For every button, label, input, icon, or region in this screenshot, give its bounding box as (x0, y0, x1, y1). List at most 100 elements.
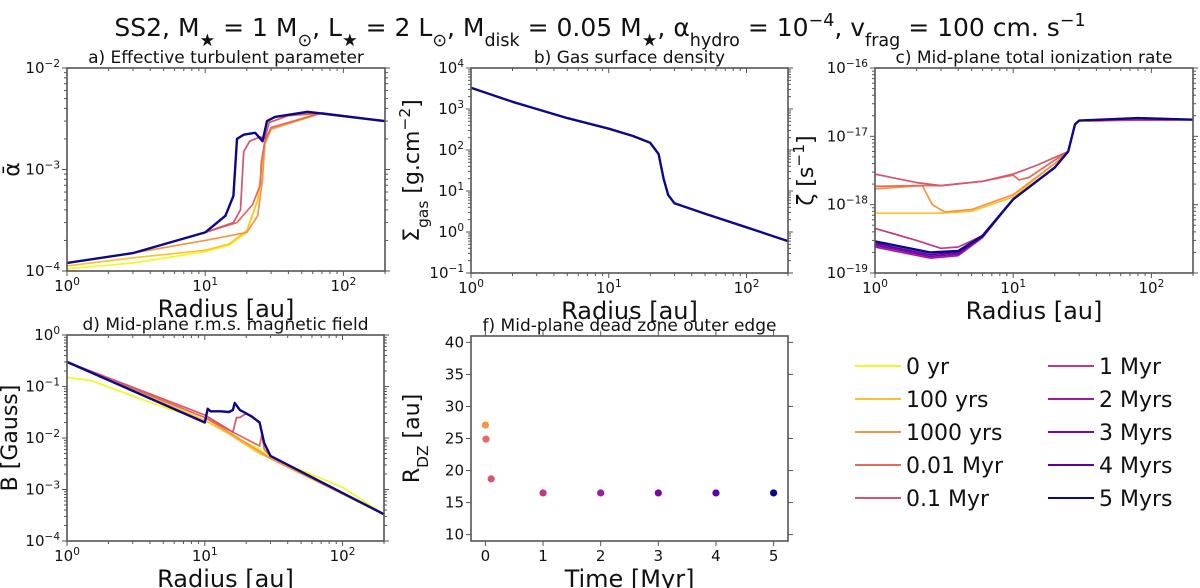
data-point-4-myrs (712, 489, 720, 497)
legend-label: 0 yr (906, 355, 950, 380)
data-point-2-myrs (597, 489, 605, 497)
y-tick-label: 15 (445, 494, 464, 512)
plot-area (67, 110, 385, 270)
y-tick-label: 20 (445, 462, 464, 480)
y-tick-label: 35 (445, 365, 464, 383)
legend-label: 0.01 Myr (906, 454, 1004, 479)
x-tick-label: 100 (862, 278, 888, 297)
axis-ticks (62, 334, 389, 546)
y-axis-label: ᾱ (0, 162, 25, 177)
y-tick-label: 10−1 (429, 263, 464, 282)
legend-item: 0 yr (855, 355, 950, 380)
x-tick-label: 1 (538, 547, 548, 565)
y-axis-label: RDZ [au] (400, 394, 432, 483)
y-tick-label: 10−3 (25, 160, 60, 179)
axes-frame (66, 334, 385, 542)
legend-label: 1 Myr (1099, 355, 1162, 380)
x-tick-label: 100 (54, 276, 80, 295)
axis-ticks (870, 67, 1198, 278)
legend-label: 2 Myrs (1099, 388, 1173, 413)
x-tick-label: 102 (331, 276, 357, 295)
y-axis-label: B [Gauss] (0, 385, 23, 492)
panel-title: f) Mid-plane dead zone outer edge (483, 316, 777, 336)
legend-item: 4 Myrs (1048, 454, 1173, 479)
x-tick-label: 100 (458, 278, 484, 297)
x-tick-label: 102 (330, 546, 356, 565)
series-line-5-myrs (471, 86, 788, 243)
legend-label: 1000 yrs (906, 421, 1003, 446)
x-tick-label: 0 (481, 547, 491, 565)
series-line-5-myrs (67, 110, 385, 265)
y-tick-label: 102 (438, 140, 464, 159)
series-line-1000-yrs (67, 112, 385, 264)
data-point-0.1-myr (487, 475, 495, 483)
y-tick-label: 10−18 (827, 195, 868, 214)
series-line-5-myrs (875, 116, 1193, 254)
legend-label: 4 Myrs (1099, 454, 1173, 479)
x-axis-label: Radius [au] (966, 297, 1103, 325)
plot-area (67, 360, 384, 516)
y-tick-label: 10−3 (25, 480, 60, 499)
y-tick-label: 10−4 (25, 261, 60, 280)
x-axis-label: Radius [au] (157, 565, 294, 588)
axes-frame (874, 67, 1194, 274)
series-line-5-myrs (67, 360, 384, 516)
legend-item: 1 Myr (1048, 355, 1162, 380)
x-tick-label: 5 (769, 547, 779, 565)
axes-frame (470, 67, 789, 274)
series-line-0-yr (67, 376, 384, 516)
plot-area (875, 116, 1193, 259)
data-point-1000-yrs (481, 421, 490, 429)
axes-frame (66, 67, 386, 272)
x-tick-label: 101 (596, 278, 622, 297)
legend-label: 3 Myrs (1099, 421, 1173, 446)
axis-ticks (466, 331, 793, 546)
x-tick-label: 4 (711, 547, 721, 565)
y-tick-label: 30 (445, 397, 464, 415)
y-tick-label: 40 (445, 333, 464, 351)
y-tick-label: 10−2 (25, 58, 60, 77)
y-tick-label: 10−2 (25, 428, 60, 447)
series-line-100-yrs (67, 112, 385, 267)
y-tick-label: 103 (438, 99, 464, 118)
x-tick-label: 101 (1000, 278, 1026, 297)
y-tick-label: 100 (438, 222, 464, 241)
panel-title: c) Mid-plane total ionization rate (895, 48, 1172, 68)
x-axis-label: Radius [au] (561, 297, 698, 325)
panel-title: b) Gas surface density (534, 48, 725, 68)
panel-f: f) Mid-plane dead zone outer edge 0 1 2 3 4 5 1… (400, 316, 793, 588)
data-point-1-myr (539, 489, 547, 497)
y-axis-label: ζ [s−1] (790, 135, 819, 205)
y-tick-label: 10−16 (827, 58, 869, 77)
y-tick-label: 10 (445, 526, 464, 544)
x-tick-label: 3 (654, 547, 664, 565)
x-tick-label: 101 (192, 546, 218, 565)
y-tick-label: 25 (445, 430, 464, 448)
y-tick-label: 101 (438, 181, 464, 200)
y-axis-label: Σgas [g.cm−2] (396, 99, 432, 242)
legend-item: 1000 yrs (855, 421, 1003, 446)
panel-a: a) Effective turbulent parameter 100 101 10… (0, 48, 390, 323)
panel-d: d) Mid-plane r.m.s. magnetic field 100 101… (0, 315, 389, 588)
plot-area (471, 86, 788, 243)
y-tick-label: 10−1 (25, 377, 60, 396)
legend-item: 2 Myrs (1048, 388, 1173, 413)
series-line-0.01-myr (875, 118, 1193, 188)
x-tick-label: 102 (734, 278, 760, 297)
figure-title: SS2, M★ = 1 M⊙, L★ = 2 L⊙, Mdisk = 0.05 … (114, 11, 1085, 51)
legend-item: 5 Myrs (1048, 487, 1173, 512)
y-tick-label: 10−17 (827, 126, 868, 145)
data-point-0.01-myr (482, 435, 490, 443)
x-tick-label: 100 (54, 546, 80, 565)
plot-area (481, 421, 778, 497)
series-line-1000-yrs (67, 361, 384, 516)
y-tick-label: 100 (34, 325, 60, 344)
legend-label: 100 yrs (906, 388, 989, 413)
axes-frame (470, 335, 789, 542)
panel-title: a) Effective turbulent parameter (88, 48, 364, 68)
x-tick-label: 2 (596, 547, 606, 565)
legend-item: 3 Myrs (1048, 421, 1173, 446)
axis-ticks (466, 67, 793, 278)
y-tick-label: 104 (438, 58, 464, 77)
